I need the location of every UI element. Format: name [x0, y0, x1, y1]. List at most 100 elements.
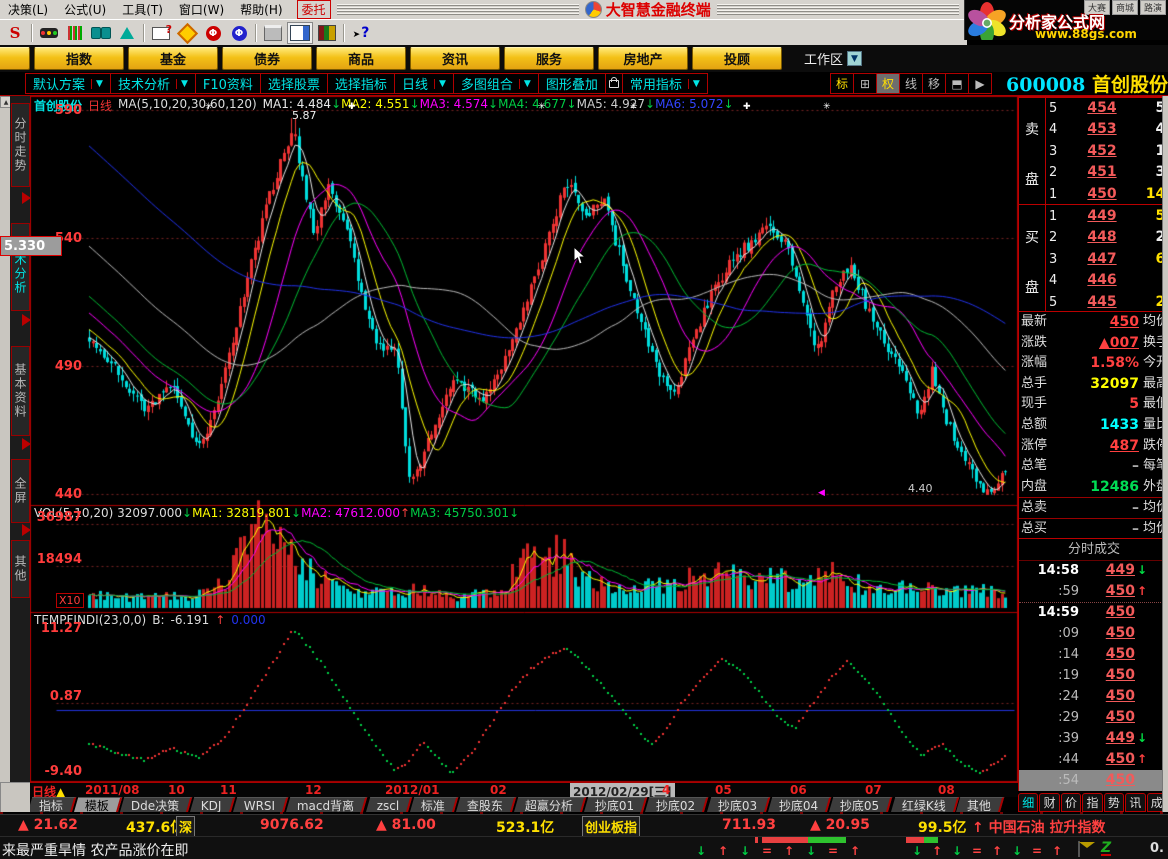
- bottom-tab-抄底02[interactable]: 抄底02: [645, 797, 709, 813]
- mini-toggle-权[interactable]: 权: [876, 73, 901, 94]
- bottom-tab-macd背离[interactable]: macd背离: [286, 797, 368, 813]
- level-price[interactable]: 445: [1087, 293, 1117, 310]
- banner-links[interactable]: 大赛 商城 路演: [1083, 0, 1166, 15]
- level-price[interactable]: 448: [1087, 229, 1117, 246]
- ticker-item[interactable]: 99.5亿: [918, 820, 967, 836]
- bottom-tab-其他[interactable]: 其他: [956, 797, 1005, 813]
- banner-link[interactable]: 大赛: [1083, 0, 1110, 15]
- lock-icon[interactable]: [604, 73, 623, 94]
- period-indicator[interactable]: 日线▲: [32, 783, 65, 800]
- time-sales-row[interactable]: :24 450: [1019, 686, 1168, 707]
- nav-button-投顾[interactable]: 投顾: [692, 47, 782, 70]
- nav-button-商品[interactable]: 商品: [316, 47, 406, 70]
- toolbar-button-多图组合[interactable]: 多图组合 ▼: [452, 73, 539, 94]
- toolbar-button-图形叠加[interactable]: 图形叠加: [537, 73, 606, 94]
- toolbar-button-选择指标[interactable]: 选择指标: [326, 73, 395, 94]
- time-sales-row[interactable]: :59 450 ↑: [1019, 581, 1168, 603]
- nav-button-服务[interactable]: 服务: [504, 47, 594, 70]
- sidebar-tab-基本资料[interactable]: 基本资料: [11, 346, 30, 436]
- phone-red-icon[interactable]: Φ: [201, 23, 225, 43]
- toolbar-button-技术分析[interactable]: 技术分析 ▼: [109, 73, 196, 94]
- help-cursor-icon[interactable]: ?: [349, 23, 373, 43]
- level-price[interactable]: 451: [1087, 164, 1117, 181]
- toolbar-button-常用指标[interactable]: 常用指标 ▼: [621, 73, 708, 94]
- mail-icon[interactable]: [1078, 841, 1080, 857]
- period-up-icon[interactable]: ▲: [56, 785, 66, 799]
- mini-toggle-⊞[interactable]: ⊞: [853, 73, 878, 94]
- mini-tab-势[interactable]: 势: [1103, 792, 1125, 812]
- level-price[interactable]: 454: [1087, 100, 1117, 116]
- bottom-tab-指标[interactable]: 指标: [30, 797, 77, 813]
- time-sales-row[interactable]: :39 449 ↓: [1019, 728, 1168, 749]
- nav-button-资讯[interactable]: 资讯: [410, 47, 500, 70]
- toolbar-button-选择股票[interactable]: 选择股票: [259, 73, 328, 94]
- ticker-item[interactable]: ▲ 81.00: [376, 817, 436, 833]
- chevron-down-icon[interactable]: ▼: [175, 78, 188, 89]
- bottom-tab-红绿K线[interactable]: 红绿K线: [890, 797, 959, 813]
- chevron-down-icon[interactable]: ▼: [687, 78, 700, 89]
- books-icon[interactable]: [315, 23, 339, 43]
- bottom-tab-抄底05[interactable]: 抄底05: [828, 797, 893, 813]
- mini-toggle-▶[interactable]: ▶: [968, 73, 993, 94]
- ticker-item[interactable]: 9076.62: [260, 817, 324, 833]
- chevron-down-icon[interactable]: ▼: [433, 78, 446, 89]
- level-price[interactable]: 447: [1087, 250, 1117, 267]
- time-sales-row[interactable]: :44 450 ↑: [1019, 749, 1168, 770]
- kline-chart-canvas[interactable]: [30, 96, 1018, 782]
- workspace-control[interactable]: 工作区 ▼: [804, 49, 863, 68]
- bottom-tab-KDJ[interactable]: KDJ: [189, 797, 236, 813]
- mini-tab-价[interactable]: 价: [1060, 792, 1082, 812]
- sidebar-tab-全屏[interactable]: 全屏: [11, 459, 30, 523]
- bottom-tab-Dde决策[interactable]: Dde决策: [119, 797, 193, 813]
- bottom-tab-抄底04[interactable]: 抄底04: [767, 797, 832, 813]
- layout-panel-icon[interactable]: [287, 22, 313, 44]
- menu-item[interactable]: 决策(L): [8, 3, 49, 17]
- bell-icon[interactable]: [115, 23, 139, 43]
- time-sales-row[interactable]: :29 450: [1019, 707, 1168, 728]
- menu-item[interactable]: 帮助(H): [240, 3, 283, 17]
- bottom-tab-模板[interactable]: 模板: [73, 797, 123, 813]
- mini-toggle-⬒[interactable]: ⬒: [945, 73, 970, 94]
- binoculars-icon[interactable]: [89, 23, 113, 43]
- banner-link[interactable]: 商城: [1111, 0, 1138, 15]
- level-price[interactable]: 449: [1087, 208, 1117, 224]
- bottom-tab-抄底01[interactable]: 抄底01: [583, 797, 648, 813]
- mini-toggle-线[interactable]: 线: [899, 73, 924, 94]
- bottom-tab-WRSI[interactable]: WRSI: [232, 797, 289, 813]
- menu-item[interactable]: 工具(T): [122, 3, 163, 17]
- right-scrollbar[interactable]: [1162, 96, 1168, 812]
- time-sales-row[interactable]: 14:59 450: [1019, 602, 1168, 623]
- ticker-item[interactable]: ↑ 中国石油 拉升指数: [972, 820, 1106, 836]
- sidebar-tab-分时走势[interactable]: 分时走势: [11, 103, 30, 187]
- mini-toggle-标[interactable]: 标: [830, 73, 855, 94]
- workspace-dropdown-icon[interactable]: ▼: [847, 51, 863, 66]
- mini-tab-细[interactable]: 细: [1018, 792, 1039, 812]
- time-sales-row[interactable]: :54 450: [1019, 770, 1168, 791]
- bottom-tab-zscl[interactable]: zscl: [365, 797, 413, 813]
- toolbar-button-日线[interactable]: 日线 ▼: [393, 73, 454, 94]
- menu-item[interactable]: 公式(U): [64, 3, 107, 17]
- banner-link[interactable]: 路演: [1139, 0, 1166, 15]
- nav-button-房地产[interactable]: 房地产: [598, 47, 688, 70]
- bottom-tab-超赢分析[interactable]: 超赢分析: [513, 797, 587, 813]
- ticker-item[interactable]: 523.1亿: [496, 820, 555, 836]
- nav-button-指数[interactable]: 指数: [34, 47, 124, 70]
- news-ticker[interactable]: 来最严重旱情 农产品涨价在即: [2, 843, 189, 859]
- bottom-tab-标准[interactable]: 标准: [409, 797, 459, 813]
- level-price[interactable]: 450: [1087, 185, 1117, 202]
- toolbar-button-F10资料[interactable]: F10资料: [194, 73, 261, 94]
- time-sales-row[interactable]: :19 450: [1019, 665, 1168, 686]
- zigzag-icon[interactable]: Z: [1101, 840, 1112, 856]
- printer-icon[interactable]: [261, 23, 285, 43]
- chevron-down-icon[interactable]: ▼: [518, 78, 531, 89]
- nav-button-partial[interactable]: 股: [0, 47, 30, 70]
- level-price[interactable]: 452: [1087, 142, 1117, 159]
- menu-item-weituo[interactable]: 委托: [296, 0, 331, 19]
- ticker-item[interactable]: 深: [176, 816, 196, 837]
- mini-tab-财[interactable]: 财: [1039, 792, 1060, 812]
- time-sales-row[interactable]: 14:58 449 ↓: [1019, 560, 1168, 581]
- ticker-item[interactable]: ▲ 21.62: [18, 817, 78, 833]
- chart-region[interactable]: 首创股份 日线 MA(5,10,20,30,60,120) MA1: 4.484…: [0, 96, 1018, 782]
- bottom-tab-抄底03[interactable]: 抄底03: [706, 797, 771, 813]
- mini-tab-指[interactable]: 指: [1082, 792, 1103, 812]
